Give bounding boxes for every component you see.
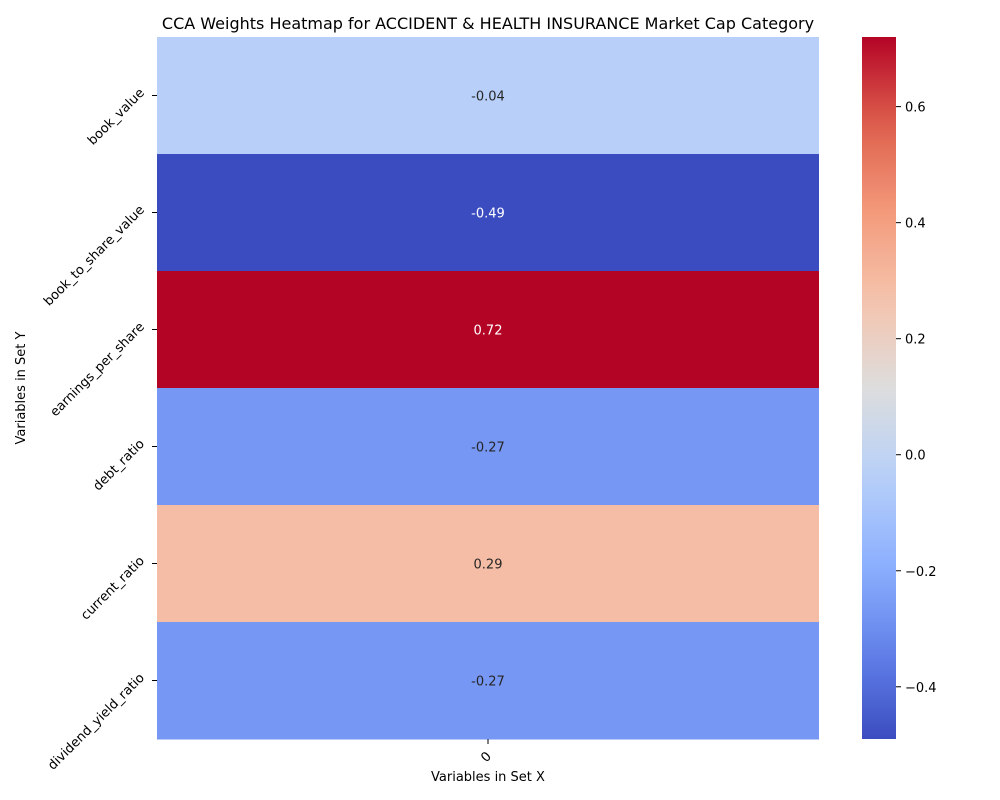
y-tick-label: debt_ratio bbox=[90, 437, 147, 494]
cell-annotation: -0.27 bbox=[471, 675, 505, 690]
colorbar-tick-label: 0.2 bbox=[905, 333, 926, 348]
heatmap-cells: -0.04 -0.49 0.72 -0.27 0.29 -0.27 bbox=[157, 37, 819, 740]
y-axis-label: Variables in Set Y bbox=[14, 331, 29, 444]
colorbar-tick-label: −0.2 bbox=[905, 565, 937, 580]
x-axis-ticks: 0 bbox=[478, 739, 495, 766]
y-axis-ticks: book_value book_to_share_valueearnings_pe… bbox=[41, 86, 157, 774]
cell-annotation: -0.27 bbox=[471, 441, 505, 456]
cell-annotation: 0.72 bbox=[474, 324, 503, 339]
y-tick-label: earnings_per_share bbox=[48, 320, 148, 420]
colorbar-tick-label: 0.0 bbox=[905, 449, 926, 464]
colorbar-tick-label: 0.6 bbox=[905, 101, 926, 116]
y-tick-label: book_value bbox=[85, 86, 148, 149]
colorbar-tick-label: −0.4 bbox=[905, 681, 937, 696]
y-tick-label: book_to_share_value bbox=[41, 203, 148, 310]
cell-annotation: -0.49 bbox=[471, 207, 505, 222]
heatmap-cell bbox=[157, 271, 819, 389]
heatmap-cell bbox=[157, 154, 819, 272]
y-tick-label: dividend_yield_ratio bbox=[45, 671, 148, 774]
heatmap-cell bbox=[157, 388, 819, 506]
heatmap-cell bbox=[157, 622, 819, 740]
x-tick-label: 0 bbox=[478, 749, 494, 765]
colorbar-ticks: 0.6 0.4 0.2 0.0 −0.2 −0.4 bbox=[896, 101, 937, 696]
heatmap-cell bbox=[157, 505, 819, 623]
y-tick-label: current_ratio bbox=[78, 554, 148, 624]
colorbar bbox=[862, 37, 896, 739]
heatmap-cell bbox=[157, 37, 819, 155]
colorbar-tick-label: 0.4 bbox=[905, 217, 926, 232]
cell-annotation: -0.04 bbox=[471, 90, 505, 105]
cell-annotation: 0.29 bbox=[474, 558, 503, 573]
chart-title: CCA Weights Heatmap for ACCIDENT & HEALT… bbox=[162, 14, 814, 33]
x-axis-label: Variables in Set X bbox=[431, 770, 545, 785]
